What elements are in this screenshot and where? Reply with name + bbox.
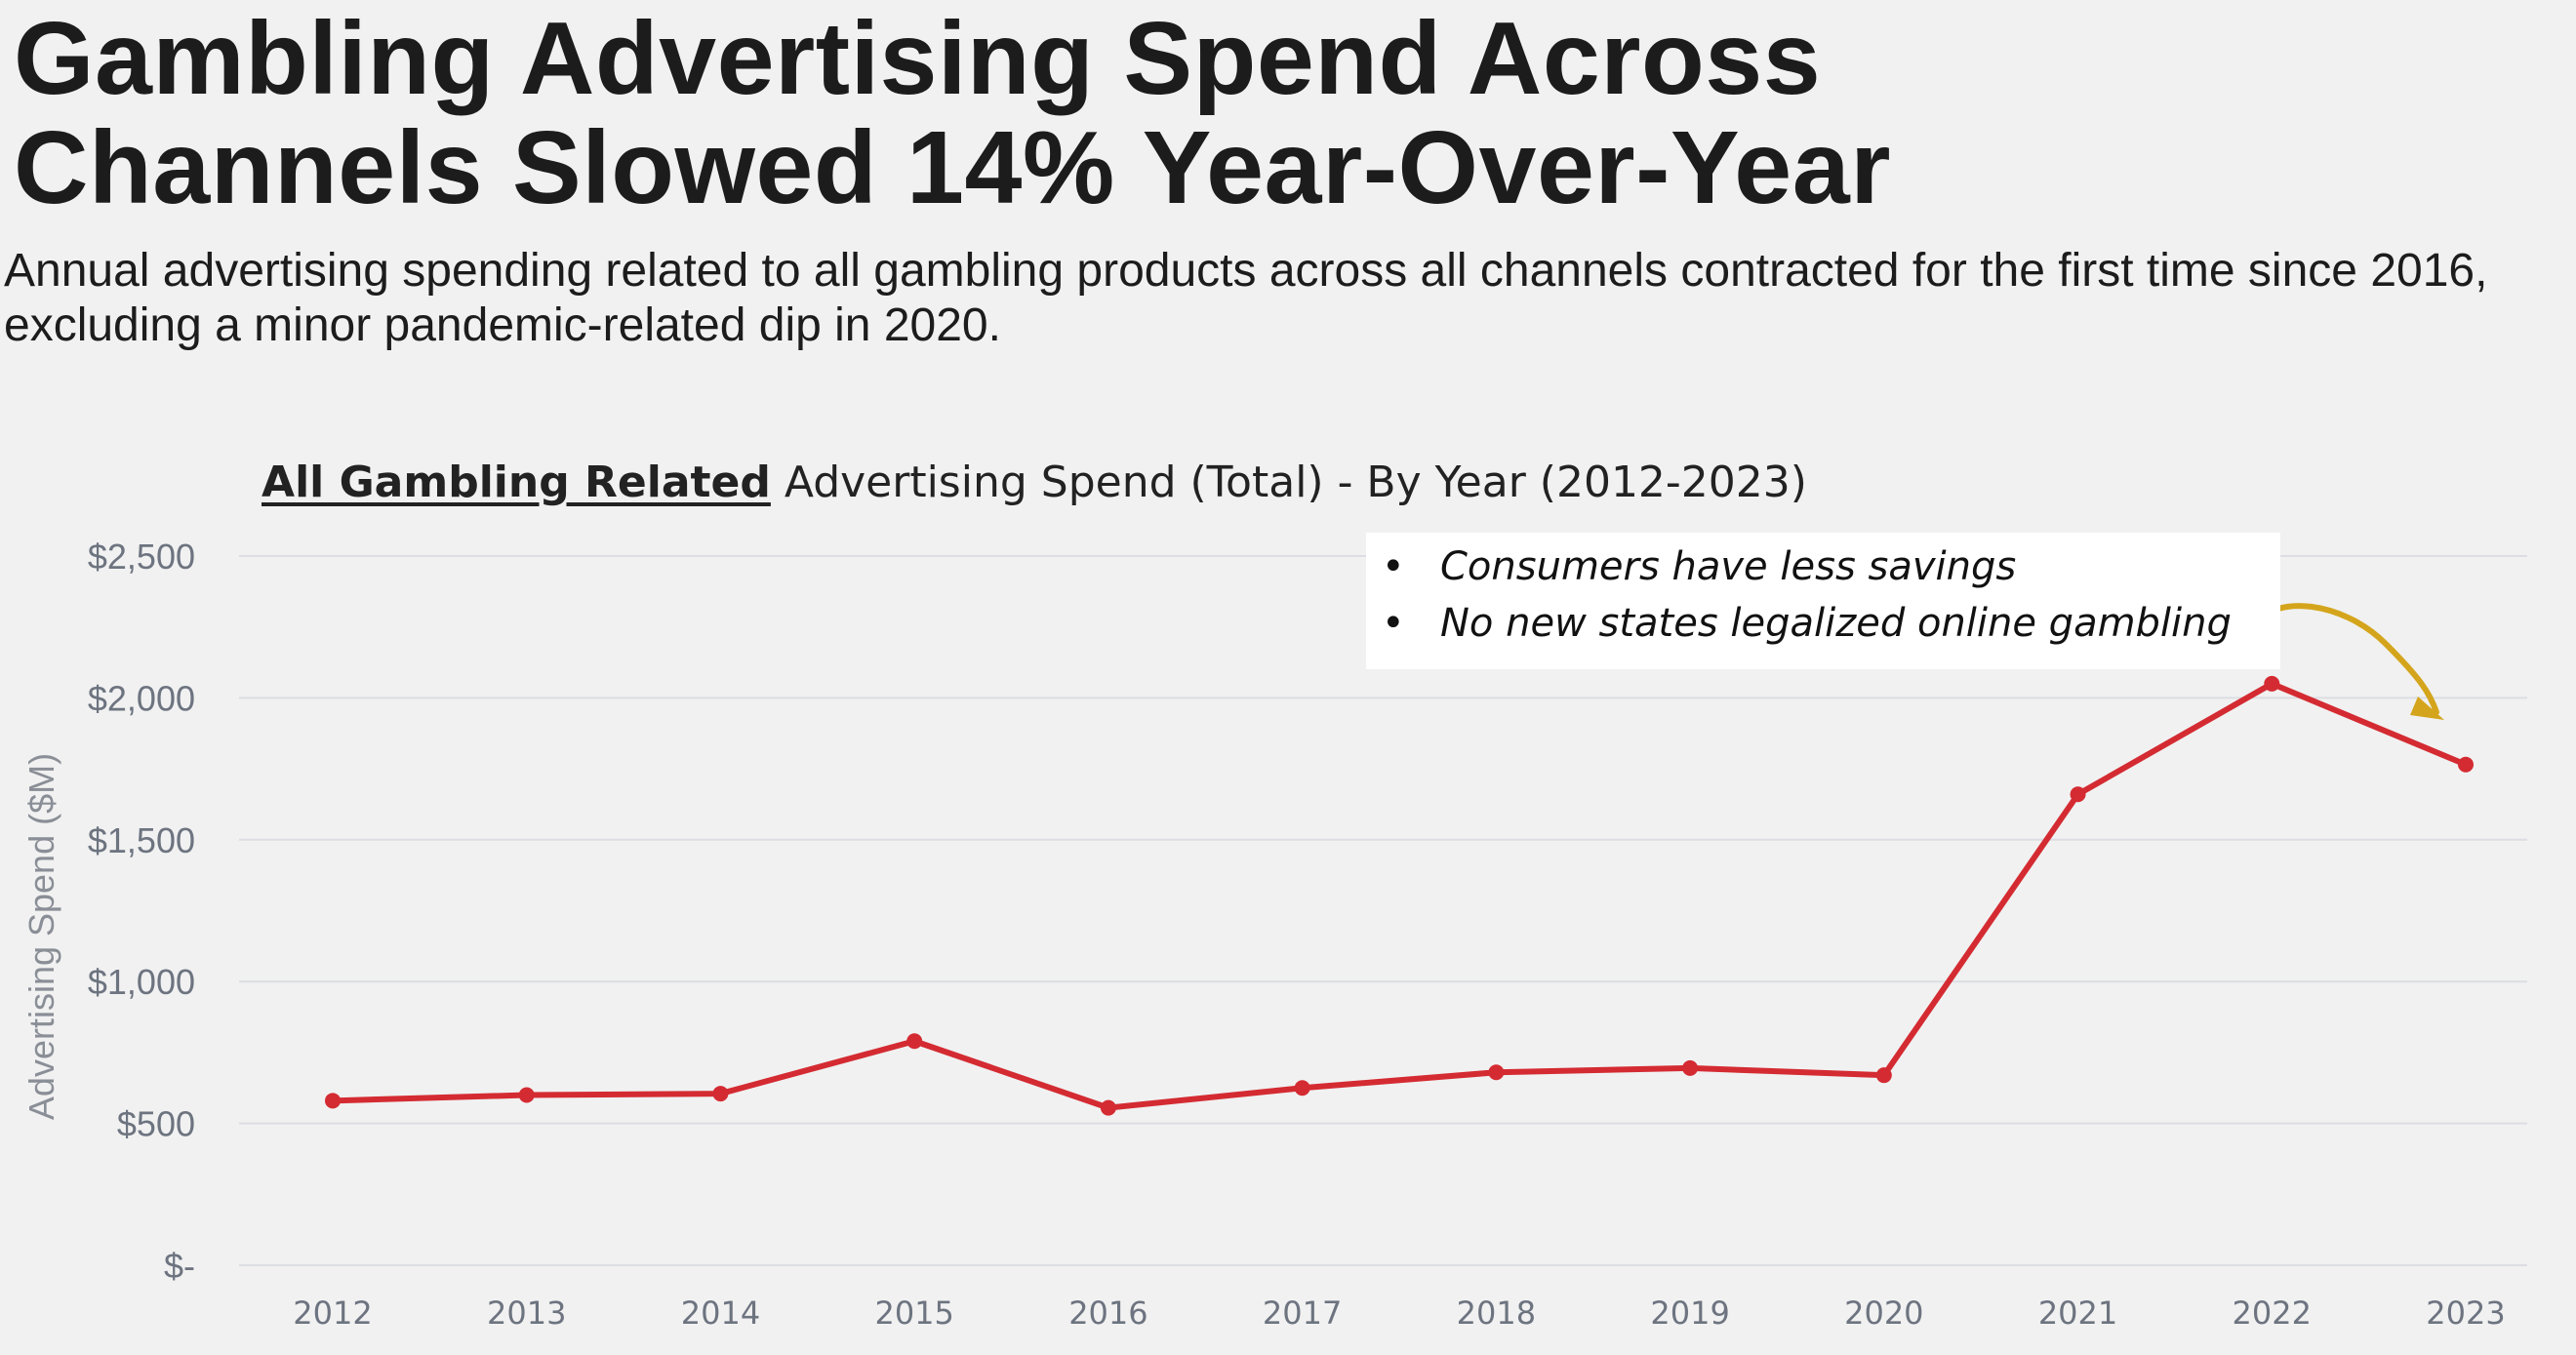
- x-tick-label: 2020: [1844, 1295, 1923, 1332]
- x-axis-ticks: 2012 2013 2014 2015 2016 2017 2018 2019 2020 2021…: [293, 1295, 2505, 1332]
- x-tick-label: 2021: [2038, 1295, 2117, 1332]
- y-tick-label: $-: [164, 1246, 195, 1286]
- y-axis-ticks: $- $500 $1,000 $1,500 $2,000 $2,500: [88, 537, 195, 1286]
- data-point: [906, 1033, 923, 1050]
- y-axis-label: Advertising Spend ($M): [21, 753, 61, 1120]
- x-tick-label: 2018: [1457, 1295, 1536, 1332]
- data-point: [325, 1093, 341, 1109]
- data-points: [325, 675, 2474, 1116]
- annotation-bullet: No new states legalized online gambling: [1382, 595, 2280, 652]
- data-point: [1875, 1067, 1892, 1084]
- arrowhead-icon: [2410, 697, 2444, 720]
- x-tick-label: 2017: [1263, 1295, 1342, 1332]
- chart-title: All Gambling Related Advertising Spend (…: [0, 456, 2069, 510]
- x-tick-label: 2022: [2233, 1295, 2312, 1332]
- series-line: [330, 680, 2469, 1111]
- x-tick-label: 2015: [874, 1295, 953, 1332]
- data-point: [1294, 1080, 1310, 1096]
- annotation-bullet: Consumers have less savings: [1382, 538, 2280, 595]
- x-tick-label: 2023: [2426, 1295, 2505, 1332]
- annotation-list: Consumers have less savings No new state…: [1366, 533, 2280, 652]
- x-tick-label: 2012: [293, 1295, 372, 1332]
- data-point: [518, 1087, 535, 1103]
- y-tick-label: $500: [117, 1104, 195, 1144]
- x-tick-label: 2016: [1068, 1295, 1147, 1332]
- title-line-1: Gambling Advertising Spend Across: [14, 1, 1822, 116]
- y-tick-label: $2,000: [88, 678, 195, 718]
- data-point: [2458, 756, 2474, 773]
- page-title: Gambling Advertising Spend Across Channe…: [14, 4, 1891, 222]
- chart-title-emphasis: All Gambling Related: [262, 458, 771, 507]
- data-point: [1682, 1059, 1699, 1076]
- data-point: [2264, 675, 2280, 692]
- data-point: [712, 1086, 729, 1102]
- subheadline: Annual advertising spending related to a…: [4, 245, 2488, 351]
- curved-arrow-icon: [2254, 603, 2439, 715]
- x-tick-label: 2014: [681, 1295, 760, 1332]
- title-line-2: Channels Slowed 14% Year-Over-Year: [14, 110, 1891, 225]
- chart-title-rest: Advertising Spend (Total) - By Year (201…: [770, 458, 1807, 507]
- data-point: [2070, 786, 2086, 803]
- data-point: [1488, 1064, 1505, 1081]
- annotation-box: Consumers have less savings No new state…: [1366, 533, 2280, 669]
- y-tick-label: $2,500: [88, 537, 195, 577]
- x-tick-label: 2019: [1650, 1295, 1729, 1332]
- y-tick-label: $1,000: [88, 962, 195, 1002]
- y-tick-label: $1,500: [88, 820, 195, 860]
- data-point: [1100, 1099, 1116, 1116]
- x-tick-label: 2013: [487, 1295, 566, 1332]
